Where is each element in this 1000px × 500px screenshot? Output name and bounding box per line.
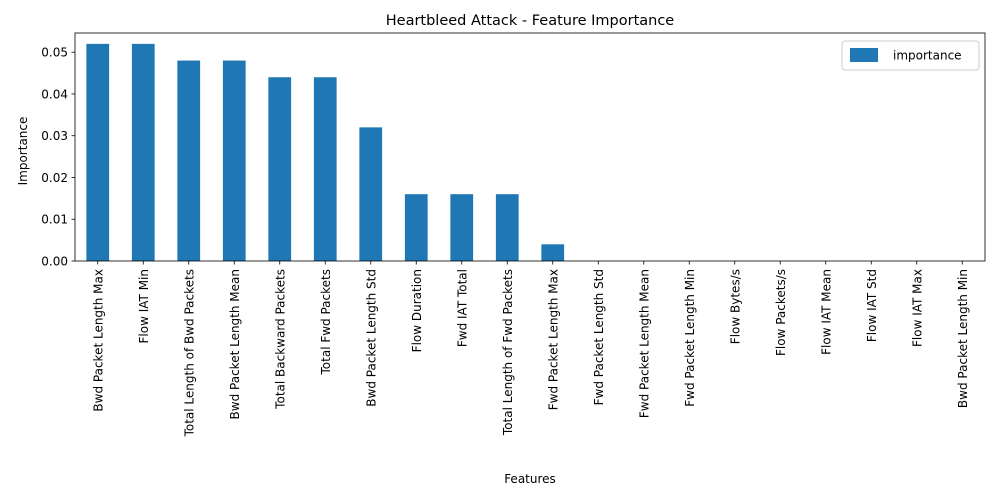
y-axis-title: Importance bbox=[16, 117, 30, 186]
x-tick-label: Fwd Packet Length Max bbox=[546, 269, 560, 410]
x-tick-label: Flow Duration bbox=[410, 269, 424, 352]
y-tick-label: 0.02 bbox=[41, 171, 68, 185]
x-tick-label: Total Length of Fwd Packets bbox=[501, 269, 515, 436]
x-tick-label: Fwd Packet Length Min bbox=[683, 269, 697, 407]
plot-frame bbox=[74, 32, 986, 262]
bar bbox=[268, 77, 292, 261]
y-tick-label: 0.05 bbox=[41, 46, 68, 60]
bar bbox=[131, 43, 155, 261]
x-tick-label: Bwd Packet Length Std bbox=[364, 269, 378, 407]
x-tick-label: Total Backward Packets bbox=[273, 269, 287, 410]
x-tick-label: Flow IAT Mean bbox=[819, 269, 833, 355]
bar bbox=[359, 127, 383, 262]
bar bbox=[404, 194, 428, 261]
bars-layer bbox=[86, 43, 565, 262]
bar bbox=[313, 77, 337, 261]
y-tick-label: 0.03 bbox=[41, 129, 68, 143]
ticks-layer: 0.00 0.01 0.02 0.03 0.04 0.05 Bwd Packet Lengt… bbox=[41, 46, 969, 438]
x-tick-label: Flow Bytes/s bbox=[728, 269, 742, 344]
y-tick-label: 0.00 bbox=[41, 254, 68, 268]
legend-label: importance bbox=[893, 49, 962, 63]
y-tick-label: 0.04 bbox=[41, 87, 68, 101]
bar bbox=[177, 60, 201, 262]
x-tick-label: Fwd IAT Total bbox=[455, 269, 469, 347]
bar bbox=[86, 43, 110, 261]
x-tick-label: Bwd Packet Length Min bbox=[956, 269, 970, 408]
x-tick-label: Bwd Packet Length Max bbox=[91, 269, 105, 412]
bar bbox=[450, 194, 474, 261]
y-tick-label: 0.01 bbox=[41, 213, 68, 227]
bar bbox=[541, 244, 565, 261]
x-tick-label: Fwd Packet Length Std bbox=[592, 269, 606, 405]
x-tick-label: Fwd Packet Length Mean bbox=[637, 269, 651, 418]
legend-swatch bbox=[850, 48, 878, 62]
legend: importance bbox=[841, 40, 980, 71]
bar bbox=[495, 194, 519, 261]
x-tick-label: Flow IAT Max bbox=[910, 269, 924, 347]
bar bbox=[222, 60, 246, 262]
x-tick-label: Flow IAT Std bbox=[865, 269, 879, 342]
x-tick-label: Total Length of Bwd Packets bbox=[182, 269, 196, 437]
chart-title: Heartbleed Attack - Feature Importance bbox=[386, 13, 675, 29]
x-tick-label: Total Fwd Packets bbox=[319, 269, 333, 376]
x-tick-label: Flow Packets/s bbox=[774, 269, 788, 356]
x-axis-title: Features bbox=[504, 472, 556, 486]
x-tick-label: Bwd Packet Length Mean bbox=[228, 269, 242, 419]
axes-layer bbox=[74, 32, 986, 262]
x-tick-label: Flow IAT Min bbox=[137, 269, 151, 343]
